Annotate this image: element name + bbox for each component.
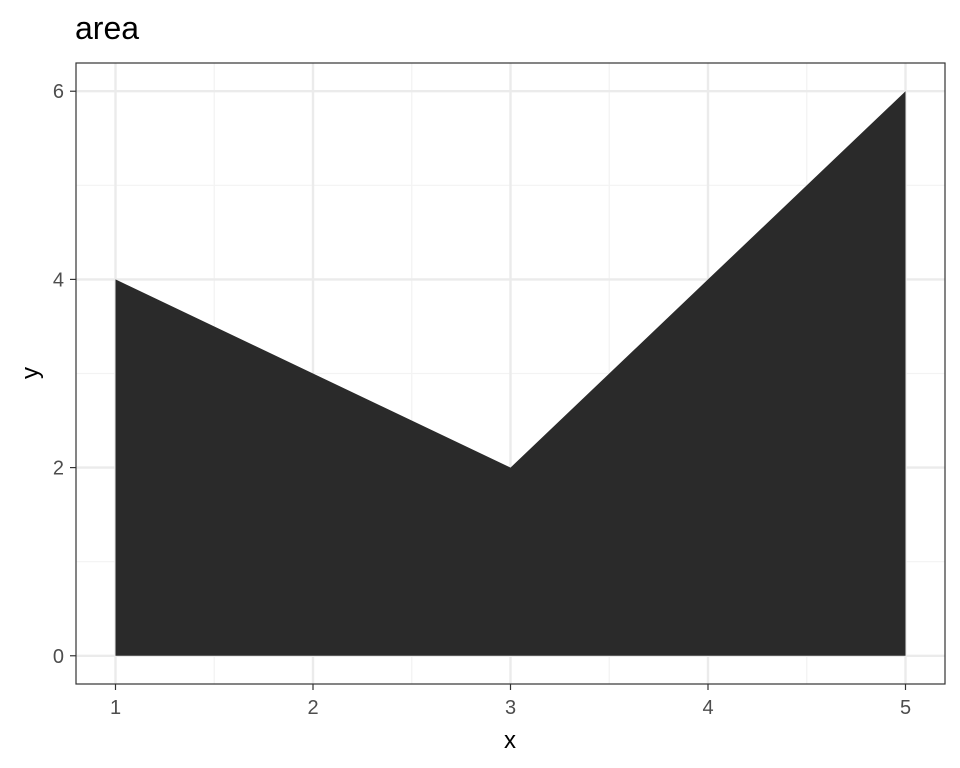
y-tick-label: 6 [53,81,64,103]
chart-title: area [75,10,139,46]
area-series [115,91,906,656]
x-tick-label: 2 [307,697,318,719]
y-axis-label: y [17,367,44,379]
y-tick-label: 0 [53,646,64,668]
x-axis-label: x [504,727,516,754]
y-tick-label: 2 [53,458,64,480]
x-tick-label: 4 [702,697,713,719]
x-tick-label: 5 [900,697,911,719]
y-axis-ticks: 0 2 4 6 [53,81,76,668]
x-tick-label: 3 [505,697,516,719]
y-tick-label: 4 [53,269,64,291]
x-tick-label: 1 [110,697,121,719]
x-axis-ticks: 1 2 3 4 5 [110,684,911,719]
area-layer [115,91,906,656]
